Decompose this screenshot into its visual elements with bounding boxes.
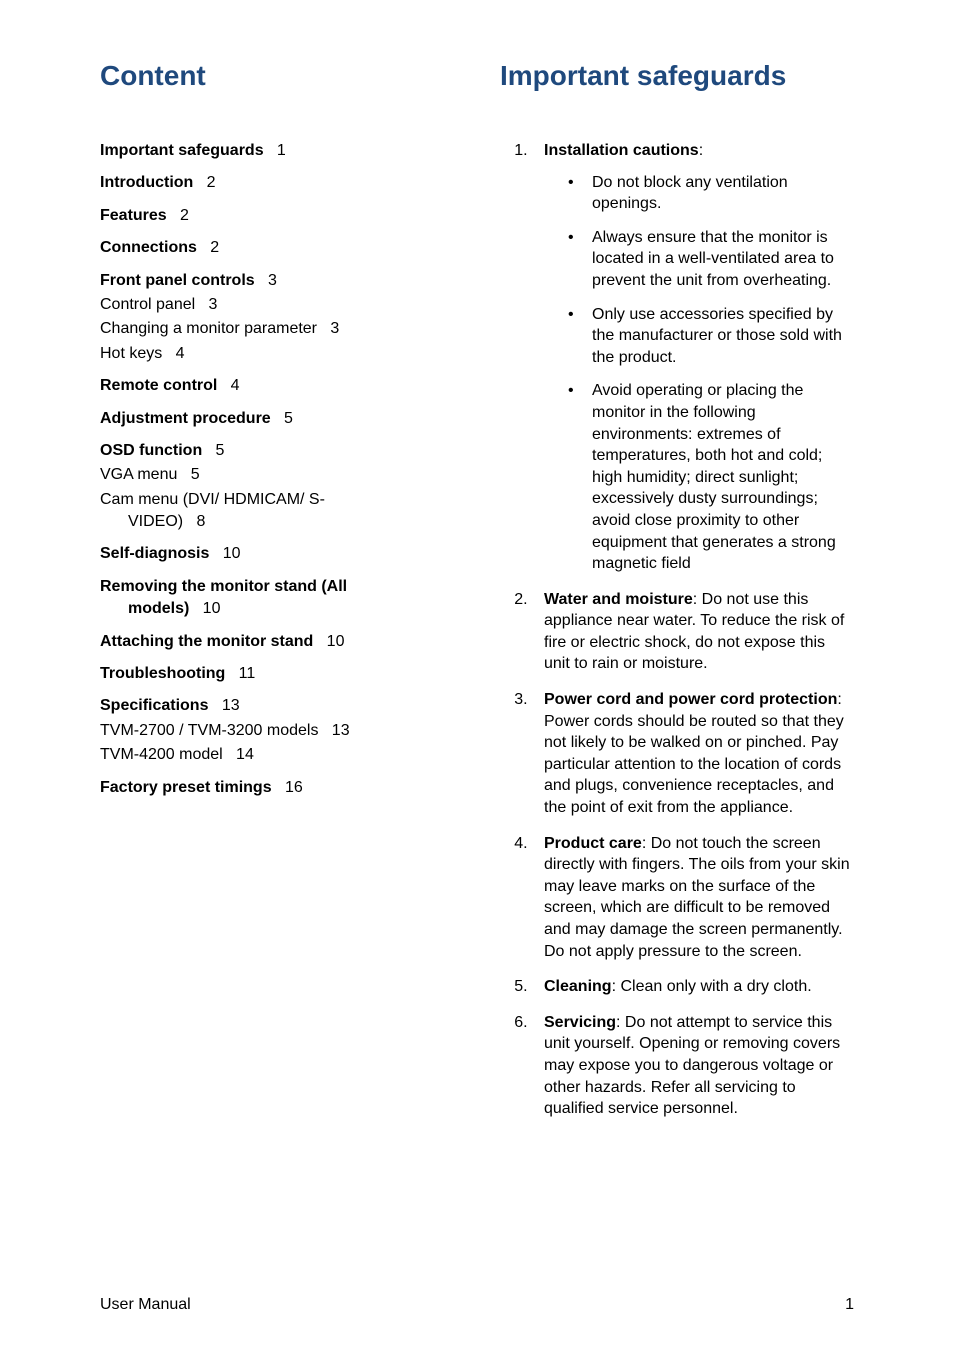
toc-entry: Troubleshooting 11 [100, 663, 460, 685]
toc-entry: Adjustment procedure 5 [100, 408, 460, 430]
safeguards-list: Installation cautions: Do not block any v… [500, 140, 854, 1120]
toc-entry: Important safeguards 1 [100, 140, 460, 162]
toc-entry: Connections 2 [100, 237, 460, 259]
toc-entry: OSD function 5 [100, 440, 460, 462]
toc-entry: TVM-2700 / TVM-3200 models 13 [100, 720, 460, 742]
toc-entry: TVM-4200 model 14 [100, 744, 460, 766]
content-heading: Content [100, 60, 460, 92]
footer-left: User Manual [100, 1296, 191, 1314]
toc-entry: Self-diagnosis 10 [100, 543, 460, 565]
safeguard-item: Cleaning: Clean only with a dry cloth. [532, 976, 854, 998]
safeguard-lead-rest: : Power cords should be routed so that t… [544, 691, 844, 816]
safeguard-item: Servicing: Do not attempt to service thi… [532, 1012, 854, 1120]
safeguard-lead-bold: Cleaning [544, 978, 612, 995]
toc-entry: Factory preset timings 16 [100, 777, 460, 799]
page-footer: User Manual 1 [100, 1296, 854, 1314]
safeguard-lead-rest: : Clean only with a dry cloth. [612, 978, 812, 995]
toc-entry: models) 10 [100, 598, 460, 620]
safeguard-lead-rest: : Do not touch the screen directly with … [544, 835, 850, 960]
safeguard-bullet: Avoid operating or placing the monitor i… [568, 380, 854, 574]
safeguard-item: Installation cautions: Do not block any v… [532, 140, 854, 575]
safeguards-heading: Important safeguards [500, 60, 854, 92]
footer-page-number: 1 [845, 1296, 854, 1314]
safeguard-item: Product care: Do not touch the screen di… [532, 833, 854, 963]
safeguard-lead-bold: Product care [544, 835, 642, 852]
safeguard-bullets: Do not block any ventilation openings. Al… [544, 172, 854, 575]
safeguard-bullet: Always ensure that the monitor is locate… [568, 227, 854, 292]
toc-entry: Changing a monitor parameter 3 [100, 318, 460, 340]
toc-entry: Control panel 3 [100, 294, 460, 316]
toc-entry: Specifications 13 [100, 695, 460, 717]
safeguard-bullet: Only use accessories specified by the ma… [568, 304, 854, 369]
toc-entry: Removing the monitor stand (All [100, 576, 460, 598]
toc-entry: VGA menu 5 [100, 464, 460, 486]
toc-entry: Hot keys 4 [100, 343, 460, 365]
safeguard-lead-rest: : [699, 142, 703, 159]
toc-entry: Attaching the monitor stand 10 [100, 631, 460, 653]
safeguard-item: Water and moisture: Do not use this appl… [532, 589, 854, 675]
safeguard-lead-bold: Servicing [544, 1014, 616, 1031]
table-of-contents: Important safeguards 1 Introduction 2 Feat… [100, 140, 460, 799]
toc-entry: Introduction 2 [100, 172, 460, 194]
toc-entry: Cam menu (DVI/ HDMICAM/ S- [100, 489, 460, 511]
safeguard-item: Power cord and power cord protection: Po… [532, 689, 854, 819]
safeguard-lead-bold: Power cord and power cord protection [544, 691, 837, 708]
safeguard-lead-bold: Installation cautions [544, 142, 699, 159]
toc-entry: VIDEO) 8 [100, 511, 460, 533]
toc-entry: Features 2 [100, 205, 460, 227]
toc-entry: Front panel controls 3 [100, 270, 460, 292]
safeguard-lead-bold: Water and moisture [544, 591, 693, 608]
safeguard-bullet: Do not block any ventilation openings. [568, 172, 854, 215]
toc-entry: Remote control 4 [100, 375, 460, 397]
